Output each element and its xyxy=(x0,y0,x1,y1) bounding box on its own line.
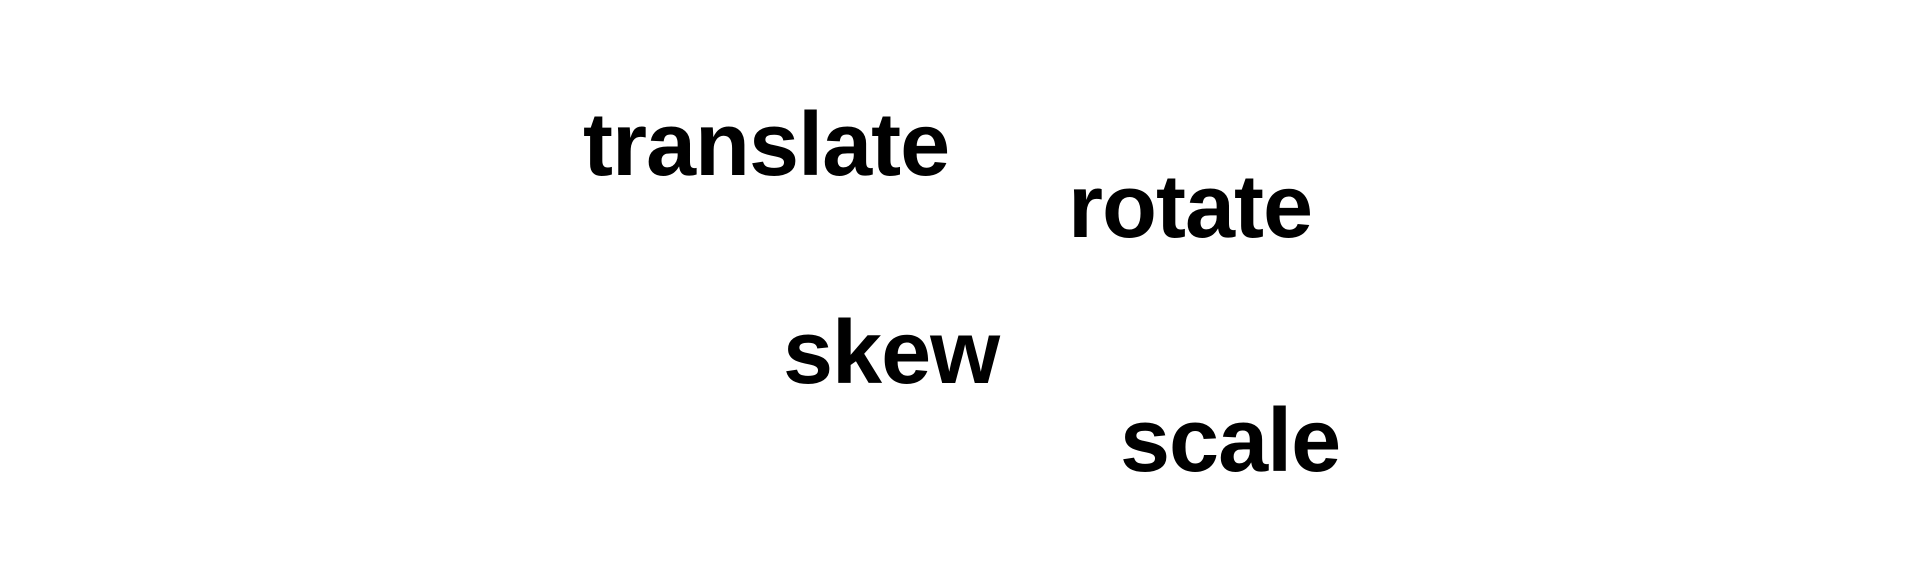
scale-word: scale xyxy=(1120,391,1341,491)
skew-word: skew xyxy=(783,303,1000,403)
translate-word: translate xyxy=(583,95,950,195)
rotate-word: rotate xyxy=(1068,157,1313,257)
